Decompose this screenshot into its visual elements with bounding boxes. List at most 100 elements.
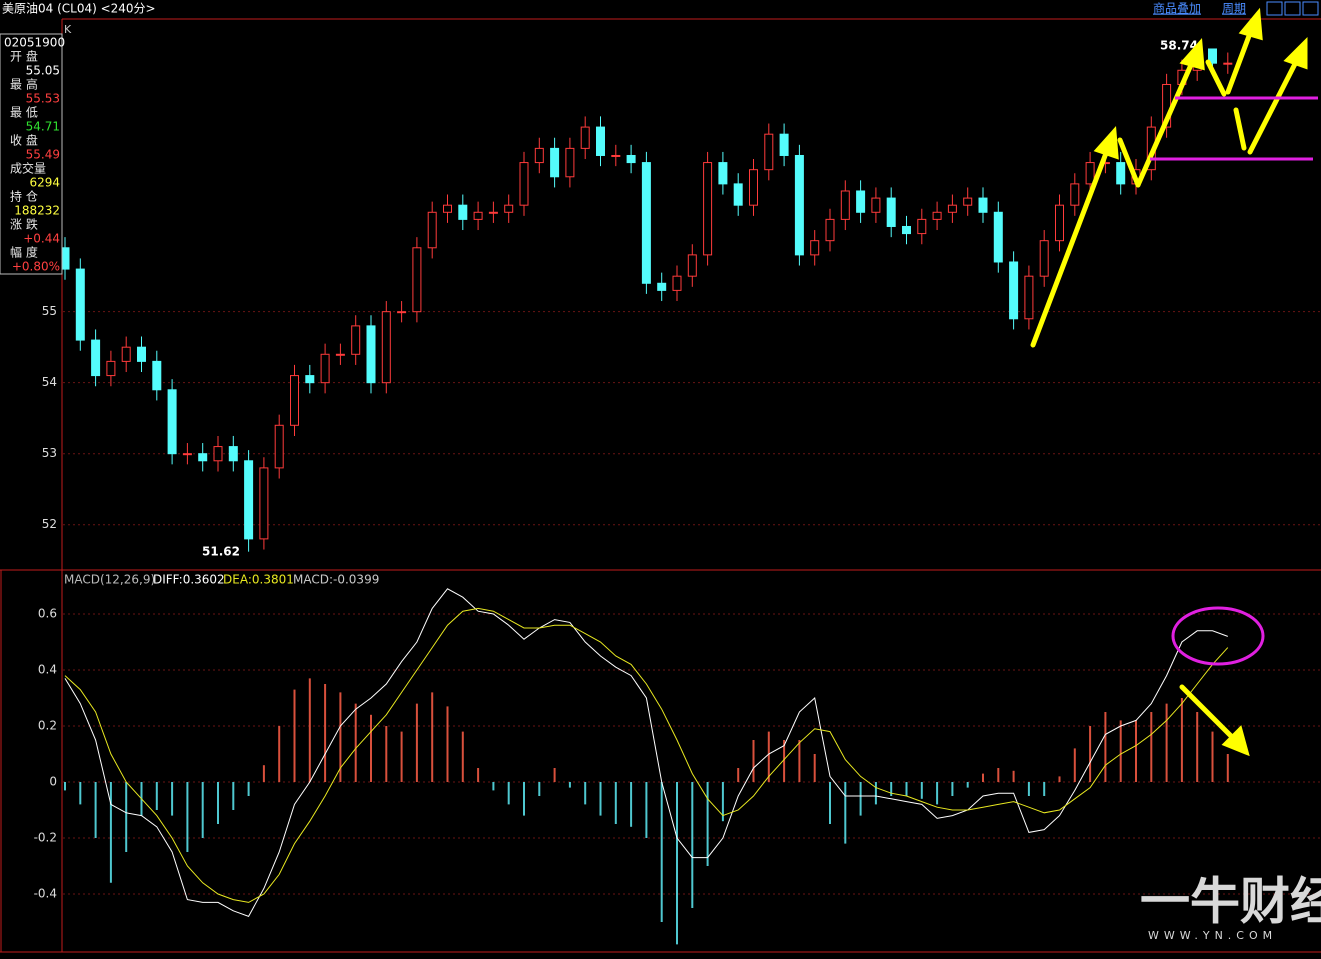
candle-body: [672, 275, 682, 291]
info-value: 6294: [29, 176, 60, 190]
arrow: [1205, 59, 1227, 97]
candle-body: [856, 190, 866, 213]
info-label: 幅 度: [10, 245, 38, 260]
candle-body: [596, 126, 605, 156]
plot-layer: 525354550.60.40.20-0.2-0.4MACD(12,26,9)D…: [34, 46, 1321, 945]
watermark-brand: 一牛财经: [1140, 873, 1321, 931]
window-title: 美原油04 (CL04) <240分>: [2, 2, 156, 16]
macd-line: [64, 607, 1229, 903]
candle-body: [1085, 162, 1095, 185]
legend-entry: DEA:0.3801: [223, 573, 294, 587]
watermark-url: WWW.YN.COM: [1148, 929, 1277, 942]
candle-body: [718, 162, 728, 185]
highlight-circle: [1171, 606, 1265, 666]
candle-body: [565, 147, 575, 178]
arrow: [1030, 145, 1111, 348]
candle-body: [1039, 240, 1049, 277]
candle-body: [381, 311, 391, 384]
candle-body: [213, 446, 223, 462]
arrow-head: [1093, 125, 1119, 160]
window-controls[interactable]: [1266, 1, 1319, 16]
candle-body: [703, 162, 713, 256]
candle-body: [121, 346, 131, 362]
candle-body: [473, 211, 483, 220]
info-label: 最 高: [10, 77, 38, 92]
arrow-head: [1283, 36, 1308, 70]
info-value: 55.05: [26, 64, 60, 78]
candle-body: [947, 204, 957, 213]
info-panel: [0, 33, 63, 275]
candle-body: [290, 375, 299, 426]
candle-body: [657, 282, 667, 291]
candle-body: [320, 353, 330, 384]
control-icon[interactable]: [1284, 1, 1301, 16]
candle-body: [1070, 183, 1080, 206]
control-icon[interactable]: [1302, 1, 1319, 16]
candle-body: [840, 190, 850, 220]
y-tick-label: -0.4: [34, 887, 57, 901]
candle-body: [182, 453, 192, 456]
candle-body: [978, 197, 988, 213]
info-value: 55.49: [26, 148, 60, 162]
candle-body: [1116, 162, 1126, 185]
candle-body: [351, 325, 361, 355]
candle-body: [794, 154, 804, 256]
candle-body: [519, 162, 529, 206]
arrow: [1117, 137, 1141, 188]
candle-body: [397, 311, 407, 314]
arrow-head: [1179, 38, 1205, 71]
y-tick-label: 0.4: [38, 663, 57, 677]
overlay-button[interactable]: 商品叠加: [1153, 1, 1201, 16]
candle-body: [550, 147, 560, 178]
candle-body: [488, 211, 498, 214]
y-tick-label: 53: [42, 446, 57, 460]
candle-body: [259, 467, 269, 540]
y-tick-label: 52: [42, 517, 57, 531]
candle-body: [152, 360, 162, 391]
annotation-arrows: [1030, 7, 1308, 757]
arrow: [1225, 25, 1255, 95]
arrow-head: [1238, 7, 1263, 41]
candle-body: [902, 225, 911, 235]
y-tick-label: 0.6: [38, 607, 57, 621]
candle-body: [366, 325, 376, 384]
info-value: 54.71: [26, 120, 60, 134]
candle-body: [244, 460, 254, 540]
y-tick-label: 0: [49, 775, 57, 789]
candle-body: [993, 211, 1003, 263]
candle-body: [534, 147, 544, 164]
candle-body: [75, 268, 85, 341]
candle-body: [412, 247, 422, 313]
candle-body: [228, 446, 238, 462]
period-button[interactable]: 周期: [1222, 2, 1246, 16]
candle-body: [779, 133, 789, 156]
pane-label: K: [64, 23, 72, 36]
candle-body: [305, 375, 315, 384]
candle-body: [1009, 261, 1019, 320]
legend-entry: MACD:-0.0399: [293, 573, 379, 587]
candle-body: [917, 218, 927, 235]
candle-body: [871, 197, 881, 213]
candle-body: [580, 126, 590, 149]
candle-body: [137, 346, 146, 362]
candle-body: [687, 254, 697, 277]
candle-body: [963, 197, 973, 206]
arrow: [1179, 684, 1238, 743]
arrow: [1233, 107, 1247, 151]
info-time: 02051900: [4, 36, 65, 50]
candle-body: [427, 211, 437, 249]
info-value: 55.53: [26, 92, 60, 106]
info-label: 收 盘: [10, 133, 38, 148]
candle-body: [167, 389, 177, 455]
arrow-head: [1221, 725, 1250, 757]
candle-body: [106, 360, 116, 377]
arrow: [1247, 55, 1301, 155]
control-icon[interactable]: [1266, 1, 1283, 16]
pane-borders: [0, 18, 1321, 953]
macd-title: MACD(12,26,9): [64, 573, 155, 587]
candle-body: [825, 218, 835, 242]
